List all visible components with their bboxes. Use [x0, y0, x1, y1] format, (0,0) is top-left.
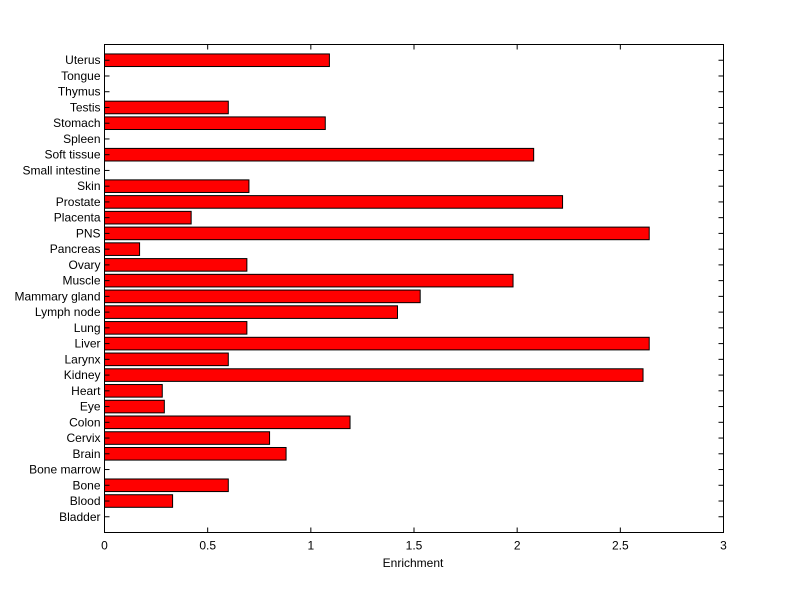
bar-lymph-node	[104, 305, 398, 319]
bar-pancreas	[104, 242, 141, 256]
bar-cervix	[104, 431, 271, 445]
category-label-skin: Skin	[77, 179, 100, 193]
bar-mammary-gland	[104, 289, 421, 304]
bar-muscle	[104, 273, 514, 288]
bar-placenta	[104, 210, 192, 225]
x-axis-label: Enrichment	[383, 556, 444, 570]
category-label-eye: Eye	[80, 400, 101, 414]
category-label-heart: Heart	[71, 384, 101, 398]
category-label-placenta: Placenta	[54, 211, 101, 225]
category-label-lymph-node: Lymph node	[35, 305, 101, 319]
category-label-uterus: Uterus	[65, 53, 100, 67]
category-label-testis: Testis	[70, 100, 101, 114]
bar-uterus	[104, 53, 330, 68]
bar-bone	[104, 478, 229, 493]
category-label-spleen: Spleen	[63, 132, 100, 146]
category-label-pancreas: Pancreas	[50, 242, 101, 256]
bar-soft-tissue	[104, 147, 535, 162]
category-label-tongue: Tongue	[61, 69, 101, 83]
category-label-blood: Blood	[70, 494, 101, 508]
bar-skin	[104, 179, 250, 193]
bar-ovary	[104, 258, 248, 272]
category-label-brain: Brain	[72, 447, 100, 461]
bar-stomach	[104, 116, 326, 131]
category-label-lung: Lung	[74, 321, 101, 335]
x-tick-labels-group: 0 0.5 1 1.5 2 2.5 3	[101, 539, 727, 553]
x-tick-label-2: 1	[307, 539, 314, 553]
plot-frame	[104, 44, 724, 533]
category-label-cervix: Cervix	[66, 431, 100, 445]
category-label-ovary: Ovary	[68, 258, 100, 272]
x-tick-label-5: 2.5	[612, 539, 629, 553]
bar-eye	[104, 399, 165, 414]
category-label-kidney: Kidney	[64, 368, 101, 382]
category-label-bone: Bone	[72, 478, 100, 492]
x-tick-label-4: 2	[514, 539, 521, 553]
bar-liver	[104, 336, 650, 351]
bar-blood	[104, 494, 174, 508]
x-tick-label-1: 0.5	[199, 539, 216, 553]
x-tick-label-6: 3	[720, 539, 727, 553]
bar-lung	[104, 321, 248, 335]
x-tick-label-3: 1.5	[406, 539, 423, 553]
category-label-soft-tissue: Soft tissue	[44, 148, 100, 162]
category-label-prostate: Prostate	[56, 195, 101, 209]
bar-pns	[104, 226, 650, 241]
bar-kidney	[104, 368, 644, 382]
category-label-colon: Colon	[69, 415, 100, 429]
bar-testis	[104, 100, 229, 115]
bar-brain	[104, 446, 287, 461]
category-label-mammary-gland: Mammary gland	[14, 289, 100, 303]
category-label-thymus: Thymus	[58, 85, 101, 99]
bar-larynx	[104, 352, 229, 367]
category-label-bone-marrow: Bone marrow	[29, 463, 101, 477]
category-label-pns: PNS	[76, 226, 101, 240]
category-label-larynx: Larynx	[64, 352, 100, 366]
category-label-small-intestine: Small intestine	[22, 163, 100, 177]
category-label-bladder: Bladder	[59, 510, 100, 524]
category-label-stomach: Stomach	[53, 116, 100, 130]
category-label-muscle: Muscle	[62, 274, 100, 288]
x-tick-label-0: 0	[101, 539, 108, 553]
bar-heart	[104, 384, 163, 398]
bar-colon	[104, 415, 351, 430]
category-label-liver: Liver	[74, 337, 100, 351]
bar-prostate	[104, 195, 564, 209]
